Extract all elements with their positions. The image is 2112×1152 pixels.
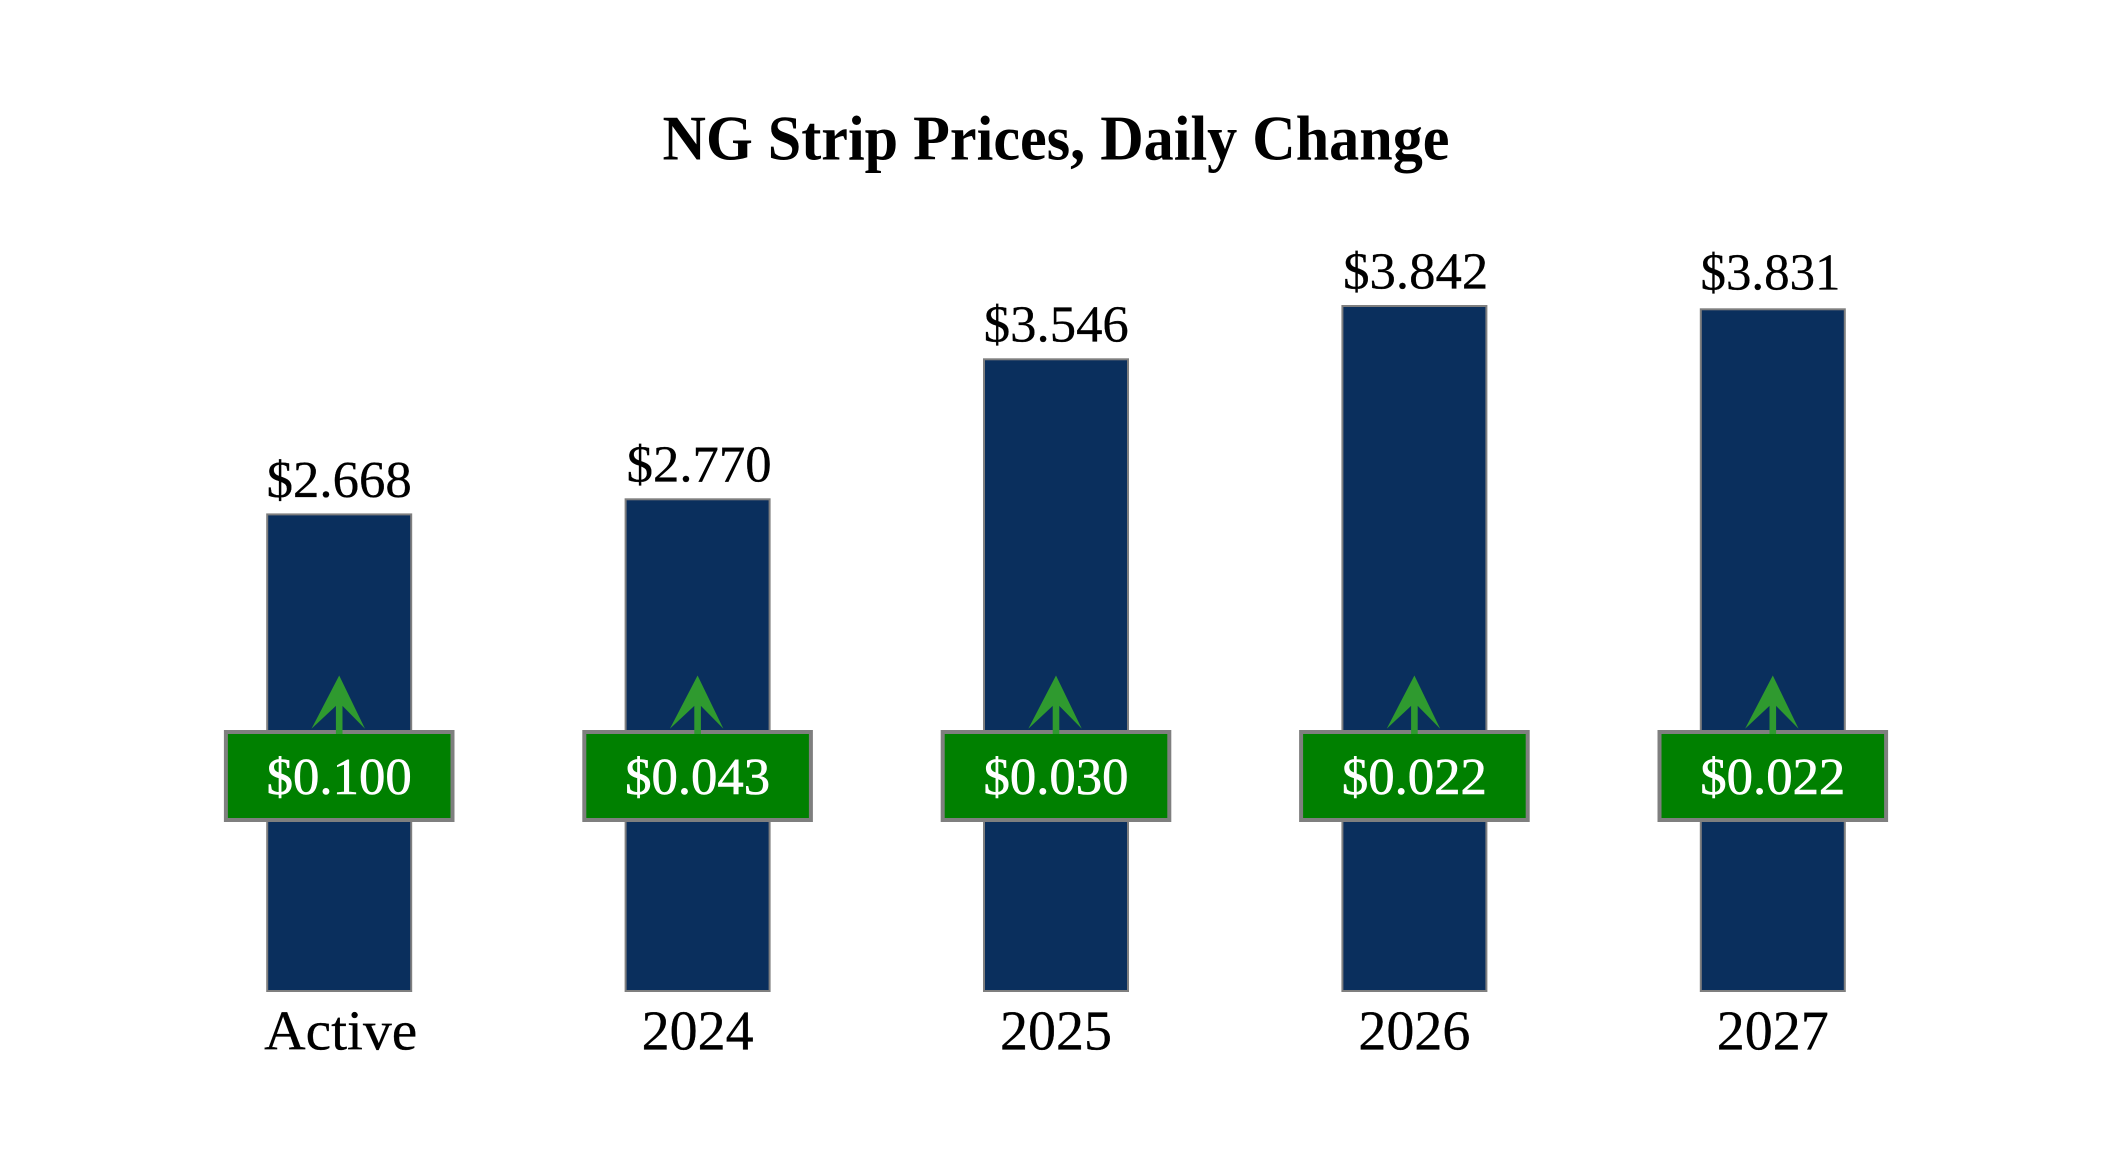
svg-text:$3.546: $3.546: [984, 297, 1129, 354]
svg-text:2027: 2027: [1717, 1001, 1829, 1063]
svg-text:$0.022: $0.022: [1342, 749, 1487, 806]
svg-text:$2.668: $2.668: [267, 452, 412, 509]
svg-text:$0.100: $0.100: [267, 749, 412, 806]
svg-text:2025: 2025: [1000, 1001, 1112, 1063]
svg-text:2026: 2026: [1358, 1001, 1470, 1063]
svg-text:$3.842: $3.842: [1343, 243, 1488, 300]
svg-text:$2.770: $2.770: [627, 437, 772, 494]
svg-text:2024: 2024: [642, 1001, 754, 1063]
svg-text:NG Strip Prices, Daily Change: NG Strip Prices, Daily Change: [663, 102, 1450, 173]
svg-text:Active: Active: [264, 1001, 417, 1063]
svg-text:$3.831: $3.831: [1701, 245, 1841, 302]
svg-text:$0.043: $0.043: [625, 749, 770, 806]
svg-text:$0.030: $0.030: [984, 749, 1129, 806]
svg-text:$0.022: $0.022: [1700, 749, 1845, 806]
